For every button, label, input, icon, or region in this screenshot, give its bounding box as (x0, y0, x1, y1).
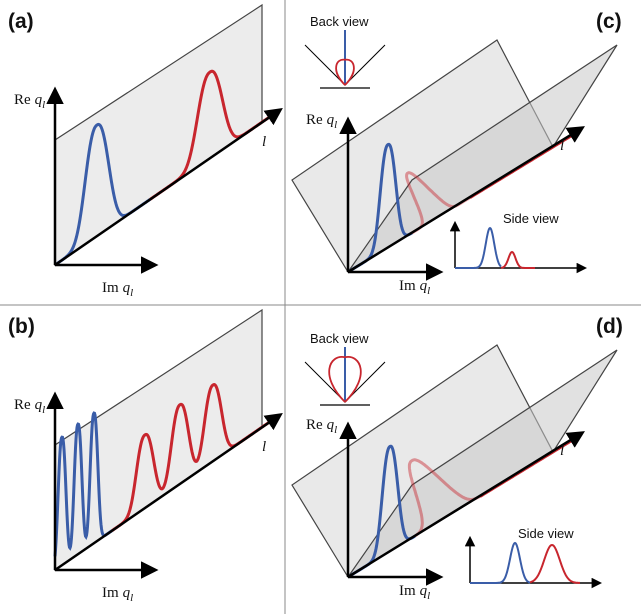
axis (347, 431, 585, 579)
axis (54, 413, 283, 572)
back-view-label: Back view (310, 331, 369, 346)
re-axis-label-var: q (327, 112, 335, 128)
l-axis-label: l (262, 439, 266, 455)
curve (407, 458, 481, 538)
curve (53, 411, 113, 557)
re-axis-label-prefix: Re (306, 417, 323, 433)
side-curve (529, 543, 580, 584)
side-view-label: Side view (503, 211, 559, 226)
side-view-label: Side view (518, 526, 574, 541)
im-axis-label-sub: l (130, 287, 133, 299)
re-axis-label-sub: l (334, 424, 337, 436)
plane (54, 3, 263, 267)
im-axis-label-sub: l (427, 590, 430, 602)
re-axis-label-var: q (327, 417, 335, 433)
inset-loop (328, 356, 362, 403)
im-axis-label: Im ql (102, 280, 133, 299)
im-axis-label-sub: l (130, 592, 133, 604)
panel-label: (a) (8, 10, 34, 33)
im-axis-label-var: q (420, 278, 428, 294)
re-axis-label: Re ql (306, 417, 337, 436)
im-axis-label-var: q (123, 280, 131, 296)
l-axis-label: l (262, 134, 266, 150)
re-axis-label-prefix: Re (14, 92, 31, 108)
axis (54, 108, 283, 267)
im-axis-label-sub: l (427, 285, 430, 297)
back-view-label: Back view (310, 14, 369, 29)
im-axis-label-prefix: Im (102, 585, 119, 601)
im-axis-label: Im ql (102, 585, 133, 604)
im-axis-label: Im ql (399, 278, 430, 297)
re-axis-label: Re ql (306, 112, 337, 131)
axis (347, 126, 585, 274)
re-axis-label-sub: l (42, 404, 45, 416)
re-axis-label-var: q (35, 92, 43, 108)
re-axis-label-prefix: Re (306, 112, 323, 128)
im-axis-label: Im ql (399, 583, 430, 602)
re-axis-label: Re ql (14, 397, 45, 416)
inset-loop (335, 58, 355, 86)
panel-label: (b) (8, 315, 35, 338)
im-axis-label-var: q (123, 585, 131, 601)
re-axis-label-sub: l (42, 99, 45, 111)
im-axis-label-prefix: Im (102, 280, 119, 296)
im-axis-label-prefix: Im (399, 583, 416, 599)
side-curve (455, 226, 502, 269)
l-axis-label: l (560, 443, 564, 459)
re-axis-label-sub: l (334, 119, 337, 131)
im-axis-label-prefix: Im (399, 278, 416, 294)
re-axis-label-prefix: Re (14, 397, 31, 413)
panel-label: (c) (596, 10, 622, 33)
side-curve (470, 541, 531, 584)
l-axis-label: l (560, 138, 564, 154)
panel-label: (d) (596, 315, 623, 338)
im-axis-label-var: q (420, 583, 428, 599)
re-axis-label-var: q (35, 397, 43, 413)
re-axis-label: Re ql (14, 92, 45, 111)
side-curve (500, 250, 535, 269)
